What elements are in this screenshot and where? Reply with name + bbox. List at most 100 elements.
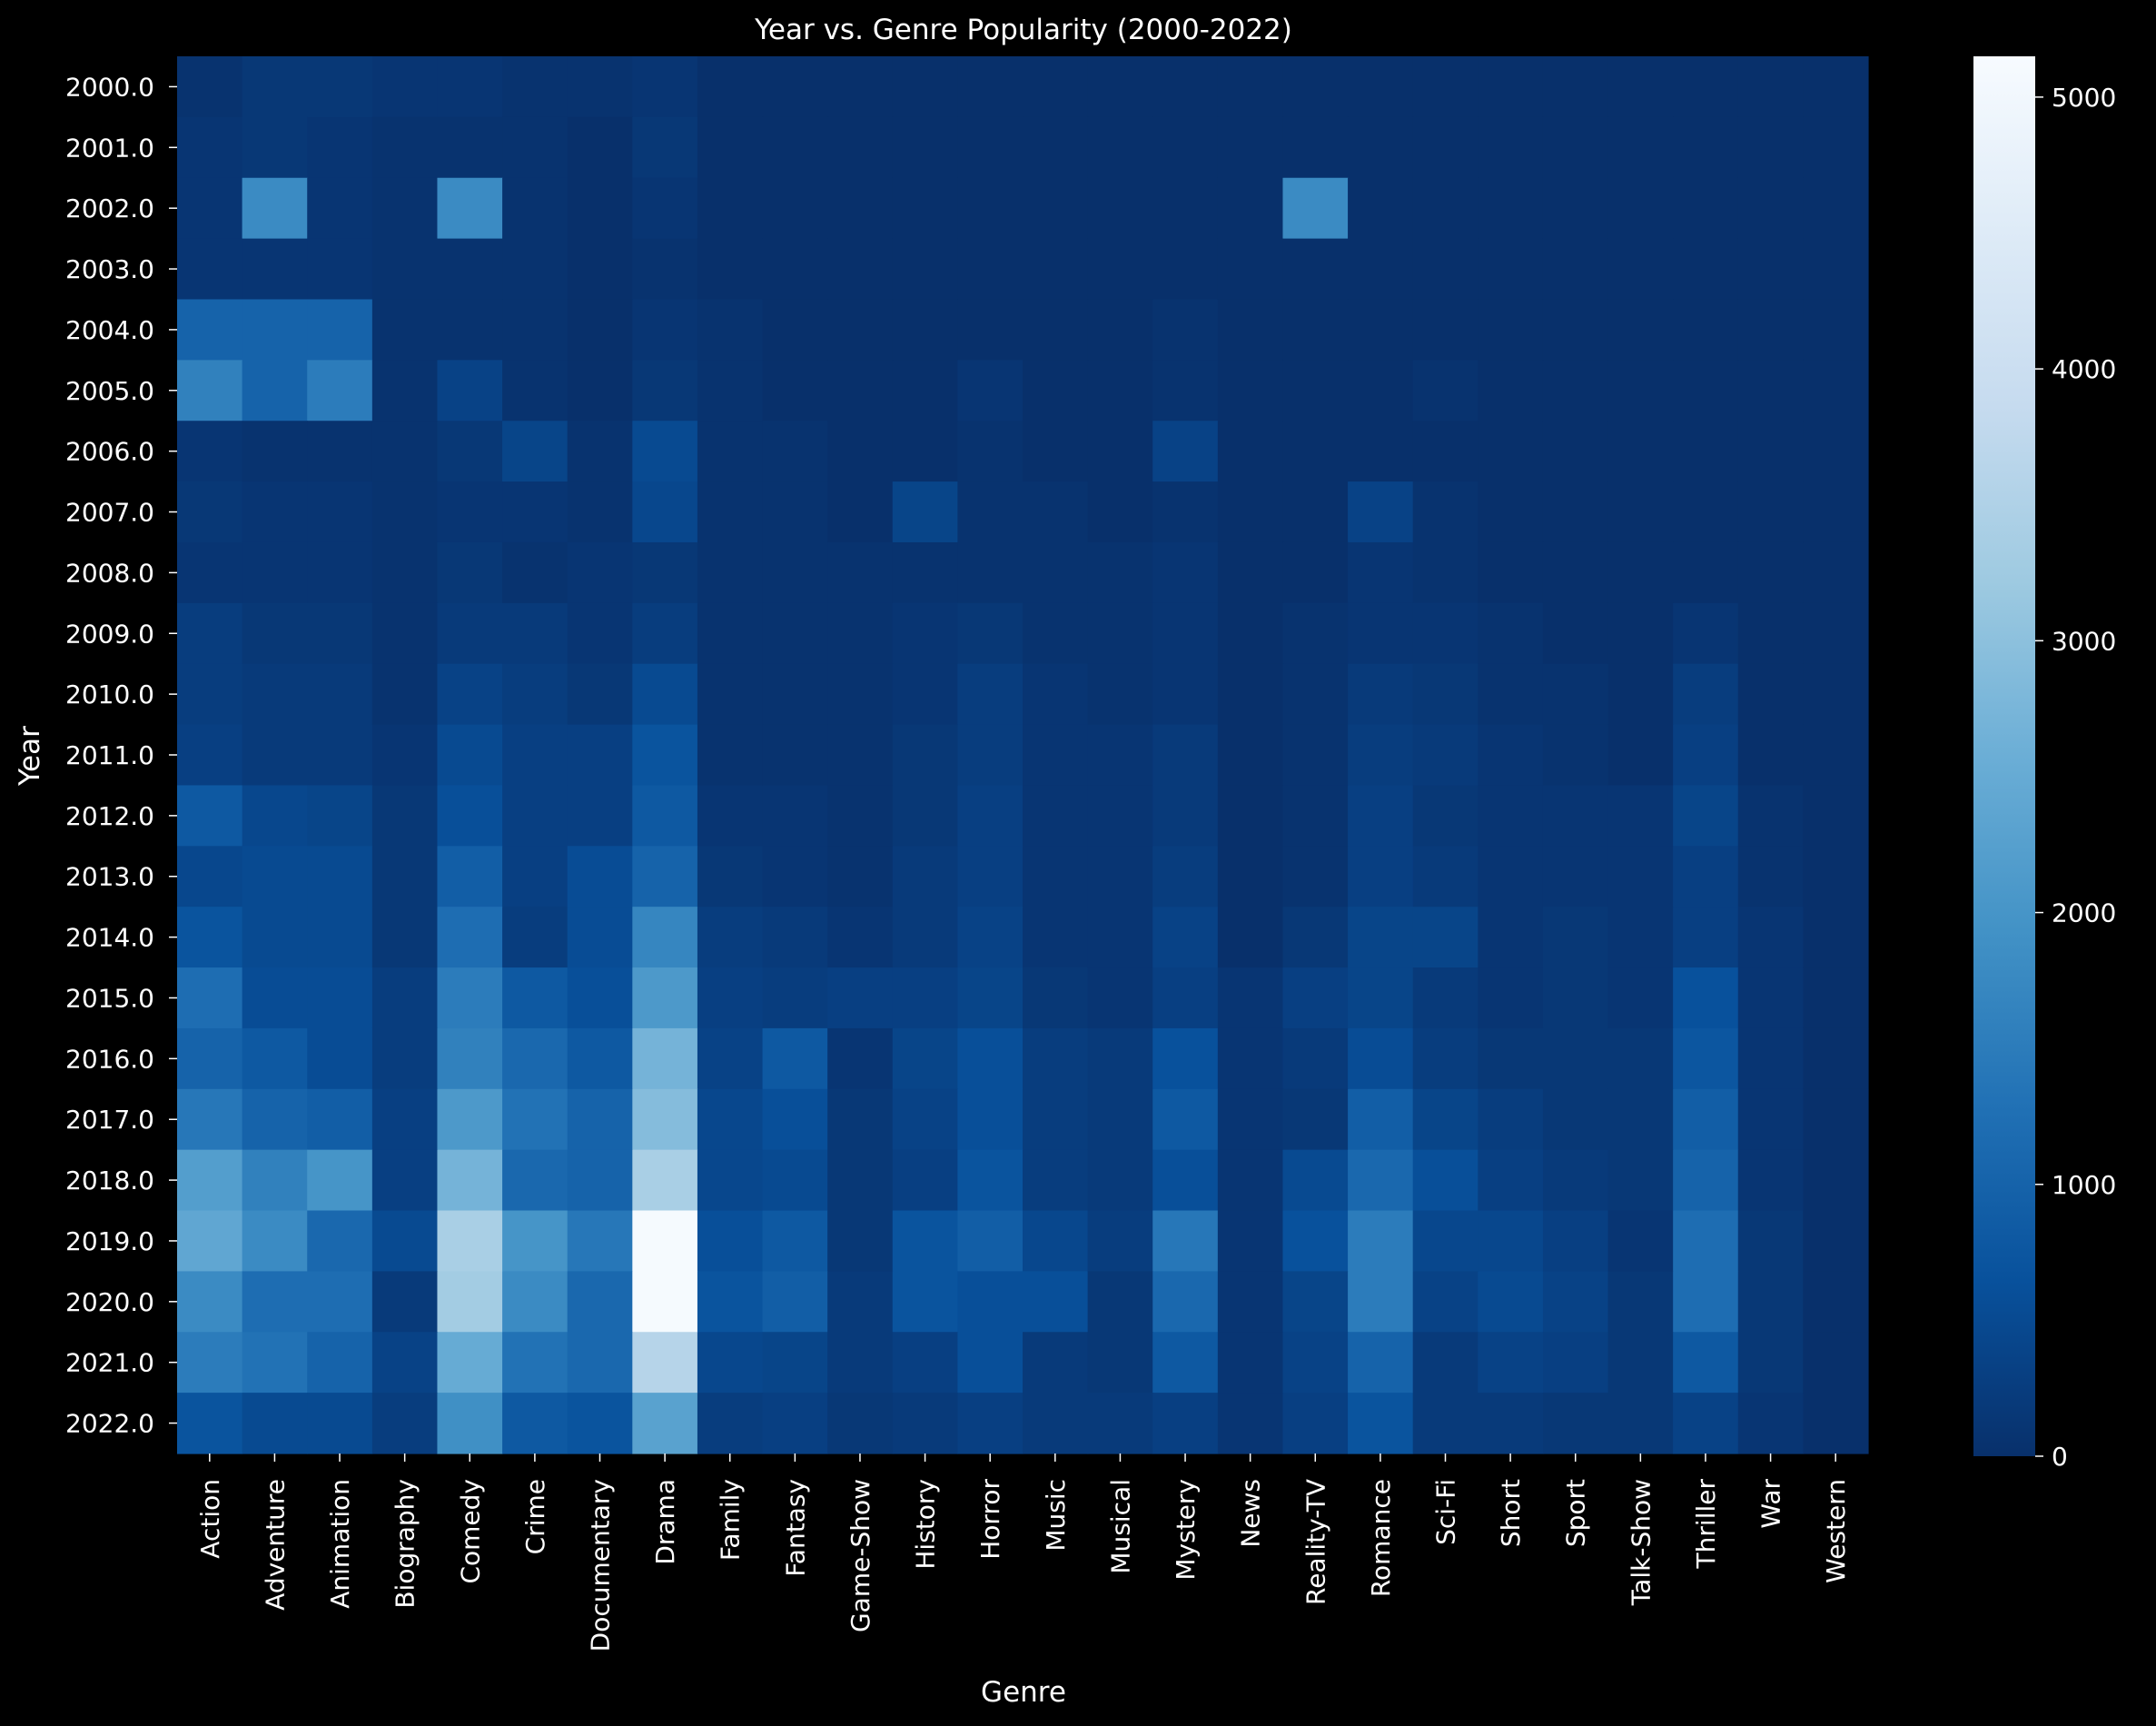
heatmap-cell	[1478, 1393, 1544, 1454]
heatmap-cell	[762, 177, 828, 240]
heatmap-cell	[1412, 177, 1479, 240]
heatmap-cell	[892, 1393, 958, 1454]
heatmap-cell	[1348, 481, 1414, 543]
heatmap-cell	[177, 360, 243, 422]
heatmap-cell	[957, 1332, 1024, 1394]
heatmap-cell	[1607, 1332, 1674, 1394]
x-tick-label: Action	[195, 1479, 225, 1559]
heatmap-cell	[827, 724, 894, 787]
heatmap-cell	[957, 1088, 1024, 1151]
y-axis-label: Year	[14, 726, 46, 787]
heatmap-cell	[762, 785, 828, 847]
heatmap-cell	[567, 1393, 633, 1454]
heatmap-cell	[1737, 481, 1804, 543]
heatmap-cell	[371, 724, 439, 787]
heatmap-cell	[632, 481, 698, 543]
heatmap-cell	[177, 663, 243, 726]
y-tick-label: 2013.0	[65, 862, 154, 892]
heatmap-cell	[1282, 602, 1349, 665]
heatmap-cell	[1673, 1210, 1739, 1272]
heatmap-cell	[827, 1210, 894, 1272]
y-tick-label: 2006.0	[65, 437, 154, 467]
heatmap-cell	[1087, 1393, 1153, 1454]
heatmap-cell	[1348, 238, 1414, 301]
heatmap-cell	[1348, 360, 1414, 422]
heatmap-cell	[1803, 846, 1869, 908]
heatmap-cell	[1087, 56, 1153, 118]
heatmap-cell	[762, 541, 828, 604]
heatmap-cell	[762, 846, 828, 908]
heatmap-cell	[502, 1393, 569, 1454]
heatmap-cell	[762, 663, 828, 726]
heatmap-cell	[242, 1332, 308, 1394]
heatmap-cell	[697, 724, 764, 787]
heatmap-cell	[1607, 1271, 1674, 1333]
heatmap-cell	[1087, 421, 1153, 482]
heatmap-cell	[1087, 1088, 1153, 1151]
heatmap-cell	[567, 785, 633, 847]
heatmap-cell	[1607, 56, 1674, 118]
heatmap-cell	[1087, 1210, 1153, 1272]
heatmap-cell	[632, 1088, 698, 1151]
heatmap-cell	[1087, 1149, 1153, 1212]
heatmap-cell	[1607, 785, 1674, 847]
heatmap-cell	[827, 56, 894, 118]
heatmap-cell	[1348, 1088, 1414, 1151]
heatmap-cell	[177, 1149, 243, 1212]
heatmap-cell	[242, 846, 308, 908]
heatmap-cell	[1217, 1027, 1284, 1090]
heatmap-cell	[957, 541, 1024, 604]
heatmap-cell	[307, 421, 373, 482]
heatmap-cell	[1607, 541, 1674, 604]
y-tick-label: 2019.0	[65, 1226, 154, 1256]
heatmap-cell	[177, 846, 243, 908]
heatmap-cell	[371, 177, 439, 240]
heatmap-cell	[827, 481, 894, 543]
heatmap-cell	[1478, 1088, 1544, 1151]
heatmap-cell	[437, 238, 503, 301]
heatmap-cell	[1087, 481, 1153, 543]
heatmap-cell	[1542, 1332, 1609, 1394]
heatmap-cell	[632, 724, 698, 787]
heatmap-cell	[1152, 421, 1219, 482]
heatmap-cell	[1673, 907, 1739, 968]
heatmap-cell	[1217, 541, 1284, 604]
heatmap-cell	[1412, 56, 1479, 118]
heatmap-cell	[1348, 785, 1414, 847]
heatmap-cell	[1607, 116, 1674, 179]
heatmap-cell	[437, 663, 503, 726]
heatmap-cell	[502, 1027, 569, 1090]
heatmap-cell	[957, 1027, 1024, 1090]
colorbar-tick-label: 4000	[2052, 354, 2116, 384]
heatmap-cell	[371, 1332, 439, 1394]
heatmap-cell	[307, 785, 373, 847]
heatmap-cell	[1217, 785, 1284, 847]
heatmap-cell	[1152, 1149, 1219, 1212]
colorbar-tick-label: 5000	[2052, 83, 2116, 113]
heatmap-cell	[1673, 1149, 1739, 1212]
heatmap-cell	[177, 541, 243, 604]
heatmap-cell	[242, 1393, 308, 1454]
heatmap-cell	[371, 663, 439, 726]
heatmap-cell	[1282, 663, 1349, 726]
heatmap-cell	[1087, 967, 1153, 1029]
heatmap-cell	[1542, 481, 1609, 543]
heatmap-cell	[827, 1332, 894, 1394]
heatmap-cell	[1478, 238, 1544, 301]
y-tick-label: 2016.0	[65, 1044, 154, 1074]
heatmap-cell	[1282, 116, 1349, 179]
y-tick-label: 2004.0	[65, 315, 154, 345]
heatmap-cell	[1348, 907, 1414, 968]
heatmap-cell	[1087, 116, 1153, 179]
heatmap-cell	[1803, 1271, 1869, 1333]
colorbar-ticks: 0 1000 2000 3000 4000 5000	[2035, 83, 2116, 1472]
heatmap-cell	[1478, 541, 1544, 604]
heatmap-cell	[1412, 1210, 1479, 1272]
heatmap-cell	[371, 1210, 439, 1272]
heatmap-cell	[1282, 360, 1349, 422]
heatmap-cell	[1673, 846, 1739, 908]
heatmap-cell	[1087, 846, 1153, 908]
colorbar-tick-label: 2000	[2052, 898, 2116, 928]
heatmap-cell	[242, 907, 308, 968]
heatmap-cell	[1803, 1393, 1869, 1454]
